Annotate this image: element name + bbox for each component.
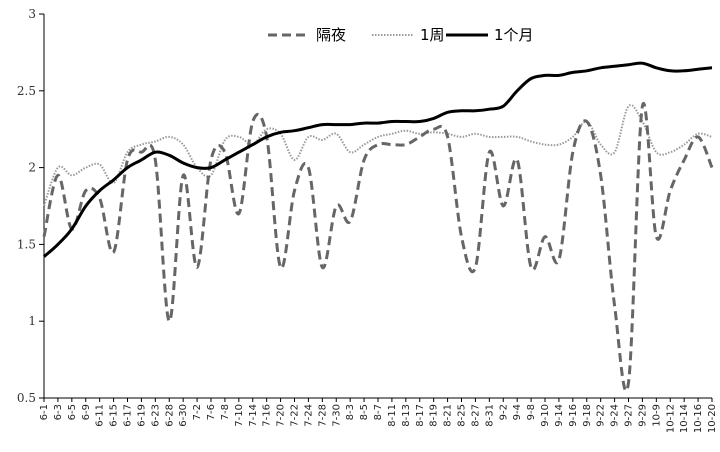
x-tick-label: 8-5 (359, 404, 370, 420)
x-tick-label: 6-19 (136, 404, 147, 427)
x-axis-ticks: 6-1 6-3 6-5 6-9 6-11 6-15 6-17 6-19 6-23 6-28 6-30… (39, 398, 718, 433)
x-tick-label: 6-11 (95, 404, 106, 427)
legend-label-2: 1周 (420, 26, 445, 44)
series-points-2 (44, 106, 712, 206)
x-tick-label: 6-9 (81, 404, 92, 420)
x-tick-label: 8-31 (484, 404, 495, 427)
x-tick-label: 8-17 (415, 404, 426, 427)
x-tick-label: 9-18 (582, 404, 593, 427)
x-tick-label: 6-23 (150, 404, 161, 427)
x-tick-label: 9-16 (568, 404, 579, 427)
x-tick-label: 10-12 (665, 404, 676, 433)
x-tick-label: 8-25 (457, 404, 468, 427)
y-axis-ticks: 0.5 1 1.5 2 2.5 3 (17, 7, 44, 405)
x-tick-label: 9-10 (540, 404, 551, 427)
x-tick-label: 7-22 (290, 404, 301, 427)
x-tick-label: 6-30 (178, 404, 189, 427)
x-tick-label: 7-8 (220, 404, 231, 420)
x-tick-label: 6-1 (39, 404, 50, 420)
x-tick-label: 8-27 (470, 404, 481, 427)
x-tick-label: 9-22 (596, 404, 607, 427)
x-tick-label: 8-3 (345, 404, 356, 420)
series-line-2 (43, 104, 713, 207)
x-tick-label: 9-14 (554, 404, 565, 427)
x-tick-label: 10-14 (679, 404, 690, 433)
x-tick-label: 10-20 (707, 404, 718, 433)
series-points-1 (44, 106, 712, 382)
x-tick-label: 6-15 (109, 404, 120, 427)
x-tick-label: 7-10 (234, 404, 245, 427)
x-tick-label: 7-6 (206, 404, 217, 420)
x-tick-label: 8-11 (387, 404, 398, 427)
x-tick-label: 7-24 (303, 404, 314, 427)
x-tick-label: 8-21 (443, 404, 454, 427)
x-tick-label: 9-8 (526, 404, 537, 420)
x-tick-label: 9-4 (512, 404, 523, 420)
x-tick-label: 8-7 (373, 404, 384, 420)
x-tick-label: 7-28 (317, 404, 328, 427)
y-tick-label: 1.5 (17, 237, 36, 251)
legend: 隔夜 1周 1个月 (268, 26, 534, 44)
x-tick-label: 6-3 (53, 404, 64, 420)
y-tick-label: 2.5 (17, 84, 36, 98)
x-tick-label: 7-20 (276, 404, 287, 427)
x-tick-label: 10-16 (693, 404, 704, 433)
x-tick-label: 7-16 (262, 404, 273, 427)
x-tick-label: 7-30 (331, 404, 342, 427)
x-tick-label: 10-9 (651, 404, 662, 427)
x-tick-label: 9-24 (610, 404, 621, 427)
axes (43, 14, 712, 399)
x-tick-label: 8-19 (429, 404, 440, 427)
y-tick-label: 0.5 (17, 391, 36, 405)
x-tick-label: 7-14 (248, 404, 259, 427)
legend-label-3: 1个月 (494, 26, 534, 44)
x-tick-label: 9-2 (498, 404, 509, 420)
x-tick-label: 7-2 (192, 404, 203, 420)
series-line-3 (42, 61, 713, 258)
x-tick-label: 6-5 (67, 404, 78, 420)
series-layer (42, 61, 714, 393)
series-line-1 (42, 101, 714, 393)
y-tick-label: 2 (28, 161, 36, 175)
x-tick-label: 9-29 (637, 404, 648, 427)
y-tick-label: 1 (28, 314, 36, 328)
x-tick-label: 9-27 (624, 404, 635, 427)
x-tick-label: 6-17 (123, 404, 134, 427)
y-tick-label: 3 (28, 7, 36, 21)
legend-label-1: 隔夜 (316, 26, 346, 44)
x-tick-label: 6-28 (164, 404, 175, 427)
x-tick-label: 8-13 (401, 404, 412, 427)
